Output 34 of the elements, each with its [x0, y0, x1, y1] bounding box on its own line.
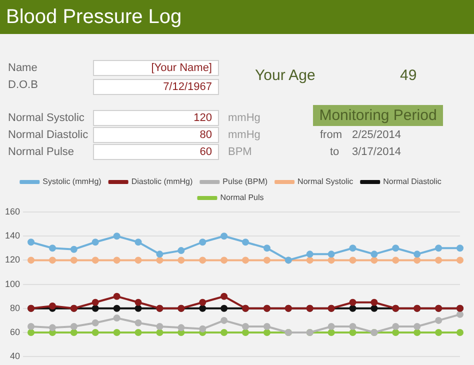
y-tick-label: 160 — [4, 206, 20, 216]
text: Name — [8, 62, 38, 74]
text: 3/17/2014 — [352, 146, 401, 158]
y-tick-label: 40 — [10, 351, 20, 362]
y-tick-label: 140 — [4, 230, 20, 241]
y-tick-label: 60 — [10, 326, 20, 337]
legend-label: Normal Systolic — [298, 177, 354, 186]
text: from — [320, 129, 342, 141]
text: Normal Diastolic — [8, 129, 88, 141]
legend-label: Pulse (BPM) — [222, 177, 268, 186]
legend-label: Diastolic (mmHg) — [131, 177, 193, 186]
chart-title: Blood Pressure Log — [0, 0, 474, 34]
text: D.O.B — [8, 79, 38, 91]
text: to — [330, 146, 340, 158]
text: [Your Name] — [93, 60, 219, 76]
text: 60 — [93, 144, 219, 160]
text: Normal Pulse — [8, 146, 74, 158]
text: Your Age — [255, 67, 316, 84]
text: 7/12/1967 — [93, 79, 219, 95]
y-tick-label: 80 — [10, 302, 20, 313]
text: BPM — [228, 146, 252, 158]
y-tick-label: 100 — [4, 278, 20, 289]
legend-label: Systolic (mmHg) — [42, 177, 102, 186]
legend-label: Normal Diastolic — [383, 177, 442, 186]
text: 80 — [93, 127, 219, 143]
text: 120 — [93, 110, 219, 126]
text: mmHg — [228, 112, 260, 124]
text: 2/25/2014 — [352, 129, 401, 141]
text: Normal Systolic — [8, 112, 84, 124]
y-tick-label: 120 — [4, 254, 20, 265]
legend-label: Normal Puls — [220, 193, 264, 202]
text: 49 — [400, 67, 417, 84]
text: mmHg — [228, 129, 260, 141]
text: Monitoring Period — [313, 105, 443, 126]
